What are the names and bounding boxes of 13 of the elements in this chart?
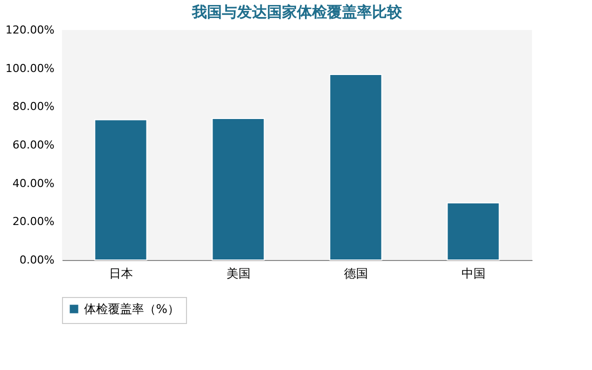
y-tick-label: 60.00% [12,138,54,152]
x-tick-label: 德国 [344,266,368,280]
x-tick-label: 中国 [461,266,486,280]
y-tick-label: 0.00% [20,254,54,266]
y-tick-label: 100.00% [6,62,54,75]
x-tick-label: 日本 [108,266,133,280]
y-tick-label: 40.00% [12,176,54,190]
legend-label: 体检覆盖率（%） [84,302,180,316]
chart-title: 我国与发达国家体检覆盖率比较 [191,3,403,21]
y-tick-label: 120.00% [6,24,54,36]
x-tick-label: 美国 [226,266,250,280]
y-tick-label: 20.00% [12,215,54,228]
y-tick-label: 80.00% [12,100,54,114]
